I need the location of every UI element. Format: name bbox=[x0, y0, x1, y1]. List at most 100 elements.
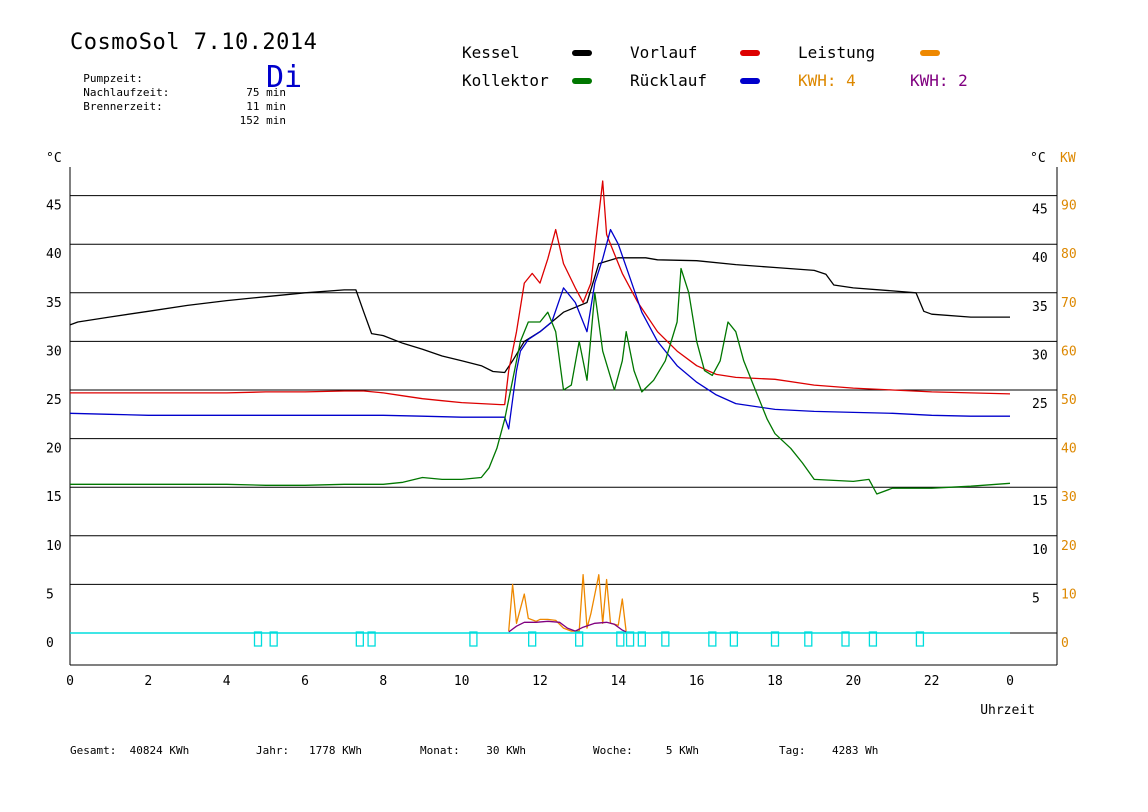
x-tick-label: 4 bbox=[223, 674, 231, 689]
burner-time-row: Brennerzeit: 152 min bbox=[70, 86, 286, 128]
x-tick-label: 6 bbox=[301, 674, 309, 689]
pump-marker bbox=[804, 631, 813, 647]
series-line-vorlauf bbox=[70, 180, 1011, 406]
footer-total: Gesamt: 40824 KWh bbox=[70, 744, 189, 757]
run-on-time-label: Nachlaufzeit: bbox=[83, 86, 170, 99]
kw-tick-label: 80 bbox=[1061, 247, 1077, 262]
footer-year: Jahr: 1778 KWh bbox=[256, 744, 362, 757]
footer-month: Monat: 30 KWh bbox=[420, 744, 526, 757]
y-right-tick-label: 40 bbox=[1032, 251, 1048, 266]
pump-time-label: Pumpzeit: bbox=[83, 72, 143, 85]
legend-kwh-orange: KWH: 4 bbox=[798, 71, 856, 90]
series-line-ruecklauf bbox=[69, 228, 1010, 430]
pump-time-value: 75 min bbox=[246, 86, 286, 99]
footer-month-value: 30 KWh bbox=[486, 744, 526, 757]
y-tick-label: 15 bbox=[46, 490, 62, 505]
weekday-label: Di bbox=[266, 60, 303, 95]
y-tick-label: 25 bbox=[46, 393, 62, 408]
y-right-tick-label: 30 bbox=[1032, 348, 1048, 363]
y-right-tick-label: 35 bbox=[1032, 300, 1048, 315]
burner-time-label: Brennerzeit: bbox=[83, 100, 163, 113]
run-on-time-row: Nachlaufzeit: 11 min bbox=[70, 72, 286, 114]
kw-unit-label: KW bbox=[1060, 151, 1076, 166]
pump-marker bbox=[575, 631, 584, 647]
pump-marker bbox=[355, 631, 364, 647]
burner-time-value: 152 min bbox=[239, 114, 286, 127]
kw-tick-label: 0 bbox=[1061, 636, 1069, 651]
pump-marker bbox=[469, 631, 478, 647]
footer-day-label: Tag: bbox=[779, 744, 806, 757]
pump-marker bbox=[625, 631, 635, 647]
legend-leistung-label: Leistung bbox=[798, 43, 876, 62]
y-right-tick-label: 45 bbox=[1032, 203, 1048, 218]
pump-marker bbox=[637, 631, 646, 647]
footer-day: Tag: 4283 Wh bbox=[779, 744, 878, 757]
y-tick-label: 10 bbox=[46, 539, 62, 554]
x-axis-label: Uhrzeit bbox=[980, 703, 1035, 718]
pump-marker bbox=[528, 631, 537, 647]
kw-tick-label: 50 bbox=[1061, 393, 1077, 408]
series-line-kwh2 bbox=[508, 620, 627, 633]
pump-marker bbox=[915, 631, 925, 647]
x-tick-label: 16 bbox=[689, 674, 705, 689]
footer-week-value: 5 KWh bbox=[665, 744, 699, 757]
legend-kollektor-label: Kollektor bbox=[462, 71, 549, 90]
kw-tick-label: 40 bbox=[1061, 442, 1077, 457]
y-right-tick-label: 25 bbox=[1032, 397, 1048, 412]
pump-marker bbox=[770, 631, 780, 647]
footer-day-value: 4283 Wh bbox=[832, 744, 879, 757]
legend-kwh-purple: KWH: 2 bbox=[910, 71, 968, 90]
kw-tick-label: 60 bbox=[1061, 344, 1077, 359]
chart-title: CosmoSol 7.10.2014 bbox=[70, 30, 318, 55]
footer-total-label: Gesamt: bbox=[70, 744, 117, 757]
pump-marker bbox=[661, 631, 670, 647]
series-line-kessel bbox=[69, 257, 1010, 374]
kw-tick-label: 10 bbox=[1061, 587, 1077, 602]
footer-week: Woche: 5 KWh bbox=[593, 744, 699, 757]
kw-tick-label: 90 bbox=[1061, 199, 1077, 214]
kw-tick-label: 20 bbox=[1061, 539, 1077, 554]
x-tick-label: 0 bbox=[66, 674, 74, 689]
legend-vorlauf-label: Vorlauf bbox=[630, 43, 698, 62]
pump-marker bbox=[729, 631, 739, 647]
x-tick-label: 14 bbox=[611, 674, 627, 689]
run-on-time-value: 11 min bbox=[246, 100, 286, 113]
footer-month-label: Monat: bbox=[420, 744, 460, 757]
footer-year-value: 1778 KWh bbox=[309, 744, 362, 757]
y-tick-label: 35 bbox=[46, 296, 62, 311]
legend-kessel-label: Kessel bbox=[462, 43, 520, 62]
kw-tick-label: 70 bbox=[1061, 296, 1077, 311]
footer-total-value: 40824 KWh bbox=[129, 744, 190, 757]
x-tick-label: 18 bbox=[767, 674, 783, 689]
pump-marker bbox=[616, 631, 625, 647]
kw-tick-label: 30 bbox=[1061, 490, 1077, 505]
y-right-unit-label: °C bbox=[1030, 151, 1046, 166]
y-tick-label: 40 bbox=[46, 247, 62, 262]
y-tick-label: 30 bbox=[46, 344, 62, 359]
y-tick-label: 20 bbox=[46, 442, 62, 457]
pump-marker bbox=[868, 631, 878, 647]
legend-leistung-swatch bbox=[920, 50, 940, 56]
footer-week-label: Woche: bbox=[593, 744, 633, 757]
series-line-kollektor bbox=[70, 267, 1011, 495]
pump-marker bbox=[841, 631, 850, 647]
x-tick-label: 8 bbox=[379, 674, 387, 689]
y-unit-label: °C bbox=[46, 151, 62, 166]
x-tick-label: 10 bbox=[454, 674, 470, 689]
pump-marker bbox=[367, 631, 376, 647]
pump-time-row: Pumpzeit: 75 min bbox=[70, 58, 286, 100]
x-tick-label: 0 bbox=[1006, 674, 1014, 689]
x-tick-label: 12 bbox=[532, 674, 548, 689]
y-right-tick-label: 15 bbox=[1032, 494, 1048, 509]
pump-marker bbox=[269, 631, 278, 647]
legend-kollektor-swatch bbox=[572, 78, 592, 84]
x-tick-label: 22 bbox=[924, 674, 940, 689]
y-right-tick-label: 5 bbox=[1032, 591, 1040, 606]
pump-marker bbox=[253, 631, 263, 647]
legend-vorlauf-swatch bbox=[740, 50, 760, 56]
footer-year-label: Jahr: bbox=[256, 744, 290, 757]
x-tick-label: 2 bbox=[144, 674, 152, 689]
legend-ruecklauf-swatch bbox=[740, 78, 760, 84]
y-right-tick-label: 10 bbox=[1032, 543, 1048, 558]
